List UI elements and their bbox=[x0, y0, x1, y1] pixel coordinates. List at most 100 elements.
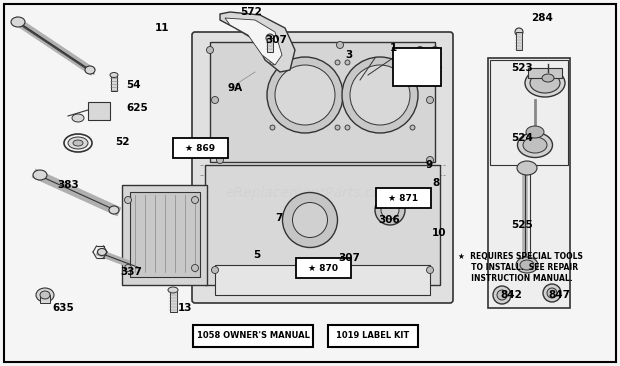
Ellipse shape bbox=[337, 41, 343, 49]
Bar bbox=[173, 138, 228, 158]
Text: 11: 11 bbox=[155, 23, 169, 33]
Ellipse shape bbox=[427, 266, 433, 273]
Text: 3: 3 bbox=[414, 71, 420, 81]
Ellipse shape bbox=[543, 284, 561, 302]
Text: ★ 2: ★ 2 bbox=[408, 53, 426, 63]
Ellipse shape bbox=[211, 97, 218, 104]
Bar bbox=[490, 60, 568, 165]
Text: 3: 3 bbox=[345, 50, 352, 60]
Text: INSTRUCTION MANUAL.: INSTRUCTION MANUAL. bbox=[458, 274, 573, 283]
Text: 9: 9 bbox=[425, 160, 432, 170]
Text: 9A: 9A bbox=[228, 83, 243, 93]
Bar bbox=[193, 325, 313, 347]
Text: 5: 5 bbox=[253, 250, 260, 260]
Text: 54: 54 bbox=[126, 80, 141, 90]
Ellipse shape bbox=[530, 73, 560, 93]
Text: 8: 8 bbox=[432, 178, 439, 188]
Ellipse shape bbox=[206, 46, 213, 53]
Bar bbox=[205, 165, 440, 285]
Ellipse shape bbox=[216, 157, 223, 164]
Ellipse shape bbox=[211, 266, 218, 273]
Ellipse shape bbox=[345, 125, 350, 130]
Text: 525: 525 bbox=[511, 220, 533, 230]
Ellipse shape bbox=[520, 260, 534, 270]
Bar bbox=[393, 48, 441, 86]
Text: 52: 52 bbox=[115, 137, 130, 147]
Ellipse shape bbox=[270, 60, 275, 65]
Bar bbox=[111, 75, 117, 91]
Ellipse shape bbox=[192, 265, 198, 272]
Ellipse shape bbox=[410, 125, 415, 130]
Ellipse shape bbox=[125, 197, 131, 203]
Ellipse shape bbox=[68, 137, 88, 149]
Text: ★ 870: ★ 870 bbox=[309, 264, 339, 273]
Text: 10: 10 bbox=[432, 228, 446, 238]
Ellipse shape bbox=[493, 286, 511, 304]
Ellipse shape bbox=[270, 125, 275, 130]
Ellipse shape bbox=[168, 287, 178, 293]
Ellipse shape bbox=[427, 97, 433, 104]
Ellipse shape bbox=[266, 34, 274, 42]
Text: 847: 847 bbox=[548, 290, 570, 300]
Text: 1: 1 bbox=[390, 43, 397, 53]
Ellipse shape bbox=[109, 206, 119, 214]
Text: ★ 871: ★ 871 bbox=[389, 194, 419, 202]
Bar bbox=[516, 32, 522, 50]
Ellipse shape bbox=[410, 60, 415, 65]
Ellipse shape bbox=[381, 201, 399, 219]
Bar bbox=[488, 58, 570, 308]
Ellipse shape bbox=[517, 161, 537, 175]
Bar bbox=[170, 290, 177, 312]
Bar bbox=[328, 325, 418, 347]
Bar bbox=[88, 102, 110, 120]
Ellipse shape bbox=[110, 72, 118, 78]
Ellipse shape bbox=[525, 69, 565, 97]
Text: 307: 307 bbox=[338, 253, 360, 263]
Ellipse shape bbox=[33, 170, 47, 180]
Text: 337: 337 bbox=[120, 267, 142, 277]
Ellipse shape bbox=[432, 46, 438, 53]
Bar bbox=[296, 258, 351, 278]
Text: 625: 625 bbox=[126, 103, 148, 113]
Bar bbox=[215, 265, 430, 295]
Text: 1019 LABEL KIT: 1019 LABEL KIT bbox=[337, 332, 410, 340]
Text: 572: 572 bbox=[240, 7, 262, 17]
Ellipse shape bbox=[345, 60, 350, 65]
Ellipse shape bbox=[283, 193, 337, 247]
Ellipse shape bbox=[11, 17, 25, 27]
Text: 383: 383 bbox=[57, 180, 79, 190]
Bar bbox=[40, 295, 50, 303]
Ellipse shape bbox=[36, 288, 54, 302]
Text: ★  REQUIRES SPECIAL TOOLS: ★ REQUIRES SPECIAL TOOLS bbox=[458, 252, 583, 261]
Bar bbox=[267, 38, 273, 52]
Text: ★ 869: ★ 869 bbox=[185, 143, 216, 153]
Ellipse shape bbox=[97, 249, 107, 255]
Bar bbox=[528, 68, 562, 78]
Text: 284: 284 bbox=[531, 13, 553, 23]
Ellipse shape bbox=[73, 140, 83, 146]
Bar bbox=[130, 192, 200, 277]
Text: 842: 842 bbox=[500, 290, 522, 300]
Ellipse shape bbox=[515, 28, 523, 36]
Text: 307: 307 bbox=[265, 35, 287, 45]
Ellipse shape bbox=[523, 137, 547, 153]
PathPatch shape bbox=[225, 18, 282, 65]
Ellipse shape bbox=[516, 257, 538, 273]
Ellipse shape bbox=[547, 288, 557, 298]
Text: TO INSTALL.  SEE REPAIR: TO INSTALL. SEE REPAIR bbox=[458, 263, 578, 272]
Ellipse shape bbox=[375, 195, 405, 225]
Ellipse shape bbox=[518, 132, 552, 157]
Text: 524: 524 bbox=[511, 133, 533, 143]
Ellipse shape bbox=[293, 202, 327, 238]
Bar bbox=[122, 185, 207, 285]
Ellipse shape bbox=[72, 114, 84, 122]
Text: 635: 635 bbox=[52, 303, 74, 313]
Ellipse shape bbox=[342, 57, 418, 133]
Ellipse shape bbox=[542, 74, 554, 82]
FancyBboxPatch shape bbox=[192, 32, 453, 303]
PathPatch shape bbox=[220, 12, 295, 72]
Text: 523: 523 bbox=[511, 63, 533, 73]
Ellipse shape bbox=[497, 290, 507, 300]
Text: 13: 13 bbox=[178, 303, 192, 313]
Bar bbox=[210, 42, 435, 162]
